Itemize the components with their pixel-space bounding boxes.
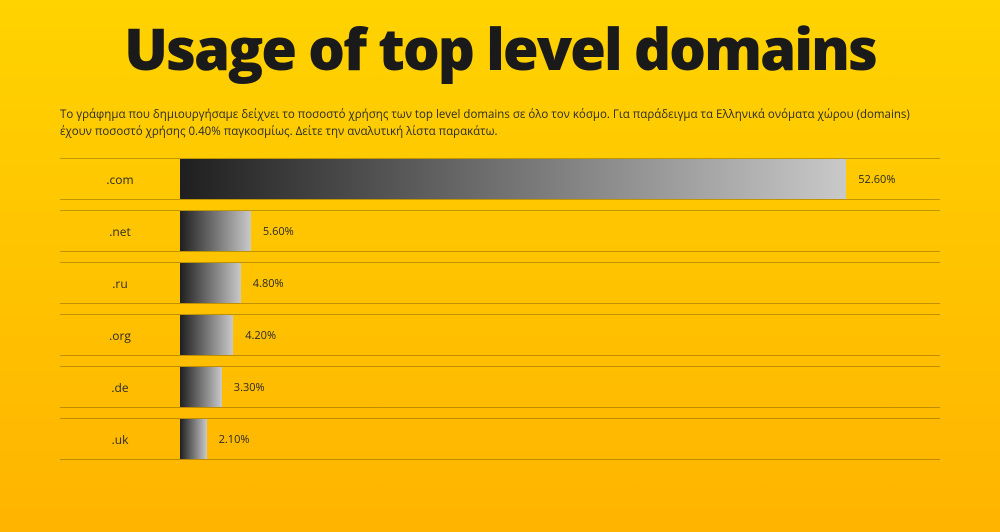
bar-label: .net	[60, 210, 180, 252]
bar-value: 3.30%	[234, 380, 265, 395]
chart-row: .de 3.30%	[60, 366, 940, 408]
chart-row: .uk 2.10%	[60, 418, 940, 460]
bar-value: 4.20%	[245, 328, 276, 343]
bar-track: 3.30%	[180, 366, 940, 408]
description-text: Το γράφημα που δημιουργήσαμε δείχνει το …	[60, 107, 940, 140]
bar-track: 4.80%	[180, 262, 940, 304]
bar-fill	[180, 159, 846, 199]
bar-fill	[180, 367, 222, 407]
infographic-container: Usage of top level domains Το γράφημα πο…	[0, 0, 1000, 532]
bar-label: .ru	[60, 262, 180, 304]
bar-label: .org	[60, 314, 180, 356]
chart-row: .com 52.60%	[60, 158, 940, 200]
bar-value: 5.60%	[263, 224, 294, 239]
bar-track: 5.60%	[180, 210, 940, 252]
chart-row: .ru 4.80%	[60, 262, 940, 304]
bar-label: .uk	[60, 418, 180, 460]
bar-value: 52.60%	[858, 172, 895, 187]
bar-value: 2.10%	[219, 432, 250, 447]
bar-value: 4.80%	[253, 276, 284, 291]
bar-fill	[180, 211, 251, 251]
bar-chart: .com 52.60% .net 5.60% .ru 4.80% .org 4.20% .de 3…	[60, 158, 940, 460]
bar-label: .com	[60, 158, 180, 200]
bar-fill	[180, 263, 241, 303]
bar-track: 4.20%	[180, 314, 940, 356]
bar-fill	[180, 315, 233, 355]
bar-track: 52.60%	[180, 158, 940, 200]
chart-row: .net 5.60%	[60, 210, 940, 252]
bar-fill	[180, 419, 207, 459]
chart-row: .org 4.20%	[60, 314, 940, 356]
page-title: Usage of top level domains	[60, 0, 940, 107]
bar-label: .de	[60, 366, 180, 408]
bar-track: 2.10%	[180, 418, 940, 460]
